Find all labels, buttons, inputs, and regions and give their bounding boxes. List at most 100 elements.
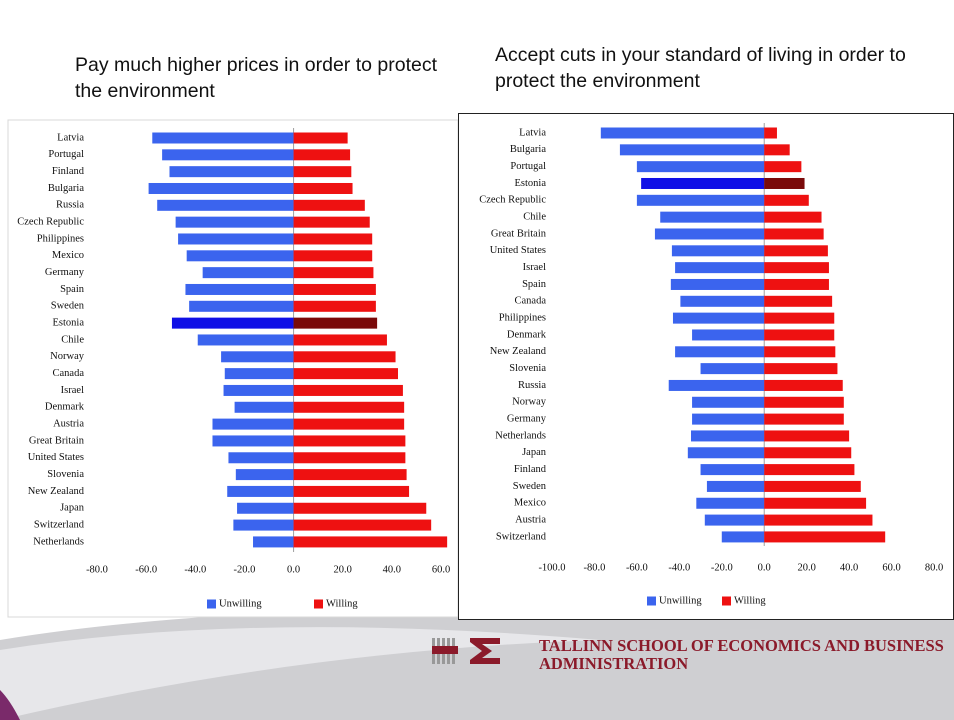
y-tick-label: Sweden bbox=[51, 301, 85, 312]
bar bbox=[293, 283, 376, 295]
bar bbox=[692, 396, 765, 408]
x-tick-label: -40.0 bbox=[668, 562, 690, 573]
y-tick-label: Netherlands bbox=[33, 536, 84, 547]
y-tick-label: Great Britain bbox=[29, 435, 85, 446]
bar bbox=[178, 233, 294, 245]
bar bbox=[293, 485, 410, 497]
bar bbox=[672, 312, 765, 324]
bar bbox=[764, 413, 844, 425]
bar bbox=[293, 519, 432, 531]
y-tick-label: Germany bbox=[507, 414, 547, 425]
y-tick-label: Switzerland bbox=[34, 519, 85, 530]
bar bbox=[600, 127, 765, 139]
bar bbox=[764, 245, 828, 257]
y-tick-label: Czech Republic bbox=[479, 195, 546, 206]
y-tick-label: Austria bbox=[515, 514, 546, 525]
bar bbox=[764, 127, 777, 139]
x-tick-label: -60.0 bbox=[135, 564, 157, 575]
bar bbox=[764, 464, 855, 476]
y-tick-label: Czech Republic bbox=[17, 217, 84, 228]
bar bbox=[224, 368, 294, 380]
bar bbox=[764, 363, 838, 375]
legend-swatch bbox=[207, 599, 216, 609]
bar bbox=[221, 351, 294, 363]
bar bbox=[706, 480, 765, 492]
bar bbox=[700, 464, 765, 476]
bar bbox=[293, 502, 427, 514]
bar bbox=[293, 250, 373, 262]
bar bbox=[293, 384, 403, 396]
bar bbox=[764, 161, 802, 173]
bar bbox=[189, 300, 294, 312]
y-tick-label: Estonia bbox=[53, 318, 85, 329]
x-tick-label: -80.0 bbox=[584, 562, 606, 573]
y-tick-label: Switzerland bbox=[496, 531, 547, 542]
y-tick-label: Philippines bbox=[37, 233, 84, 244]
legend-label: Unwilling bbox=[659, 595, 702, 606]
y-tick-label: Great Britain bbox=[491, 228, 547, 239]
bar bbox=[687, 447, 765, 459]
bar bbox=[293, 418, 405, 430]
bar bbox=[764, 447, 852, 459]
bar bbox=[293, 233, 373, 245]
bar bbox=[293, 317, 378, 329]
y-tick-label: Norway bbox=[512, 397, 547, 408]
bar bbox=[764, 211, 822, 223]
bar bbox=[671, 245, 765, 257]
bar bbox=[641, 177, 765, 189]
y-tick-label: Canada bbox=[53, 368, 85, 379]
x-tick-label: -20.0 bbox=[711, 562, 733, 573]
x-tick-label: 0.0 bbox=[758, 562, 771, 573]
y-tick-label: Denmark bbox=[507, 329, 547, 340]
bar bbox=[293, 469, 407, 481]
bar bbox=[293, 132, 348, 144]
bar bbox=[721, 531, 765, 543]
bar bbox=[148, 182, 294, 194]
decoration bbox=[0, 627, 600, 720]
bar bbox=[157, 199, 294, 211]
bar bbox=[654, 228, 765, 240]
bar bbox=[636, 194, 765, 206]
bar bbox=[692, 413, 765, 425]
bar bbox=[171, 317, 294, 329]
x-tick-label: 40.0 bbox=[383, 564, 401, 575]
bar bbox=[293, 182, 353, 194]
bar bbox=[293, 536, 448, 548]
y-tick-label: Portugal bbox=[510, 161, 546, 172]
bar bbox=[293, 435, 406, 447]
bar bbox=[212, 418, 294, 430]
chart-title: Pay much higher prices in order to prote… bbox=[75, 54, 438, 102]
y-tick-label: Canada bbox=[515, 296, 547, 307]
x-tick-label: -100.0 bbox=[538, 562, 565, 573]
bar bbox=[764, 480, 861, 492]
bar bbox=[619, 144, 765, 156]
y-tick-label: New Zealand bbox=[490, 346, 547, 357]
y-tick-label: Spain bbox=[522, 279, 547, 290]
y-tick-label: Sweden bbox=[513, 481, 547, 492]
x-tick-label: -80.0 bbox=[86, 564, 108, 575]
x-tick-label: 60.0 bbox=[882, 562, 900, 573]
bar bbox=[234, 401, 294, 413]
bar bbox=[253, 536, 294, 548]
bar bbox=[764, 497, 867, 509]
y-tick-label: Bulgaria bbox=[48, 183, 84, 194]
x-tick-label: 80.0 bbox=[925, 562, 943, 573]
bar bbox=[700, 363, 765, 375]
bar bbox=[764, 194, 809, 206]
y-tick-label: Israel bbox=[61, 385, 84, 396]
y-tick-label: Chile bbox=[61, 334, 84, 345]
legend-swatch bbox=[314, 599, 323, 609]
y-tick-label: Slovenia bbox=[47, 469, 84, 480]
bar bbox=[186, 250, 294, 262]
logo-icon bbox=[432, 638, 500, 664]
bar bbox=[169, 166, 294, 178]
bar bbox=[223, 384, 294, 396]
bar bbox=[764, 346, 836, 358]
y-tick-label: Netherlands bbox=[495, 430, 546, 441]
bar bbox=[293, 267, 374, 279]
y-tick-label: Portugal bbox=[48, 149, 84, 160]
y-tick-label: Norway bbox=[50, 351, 85, 362]
y-tick-label: New Zealand bbox=[28, 486, 85, 497]
bar bbox=[675, 262, 765, 274]
